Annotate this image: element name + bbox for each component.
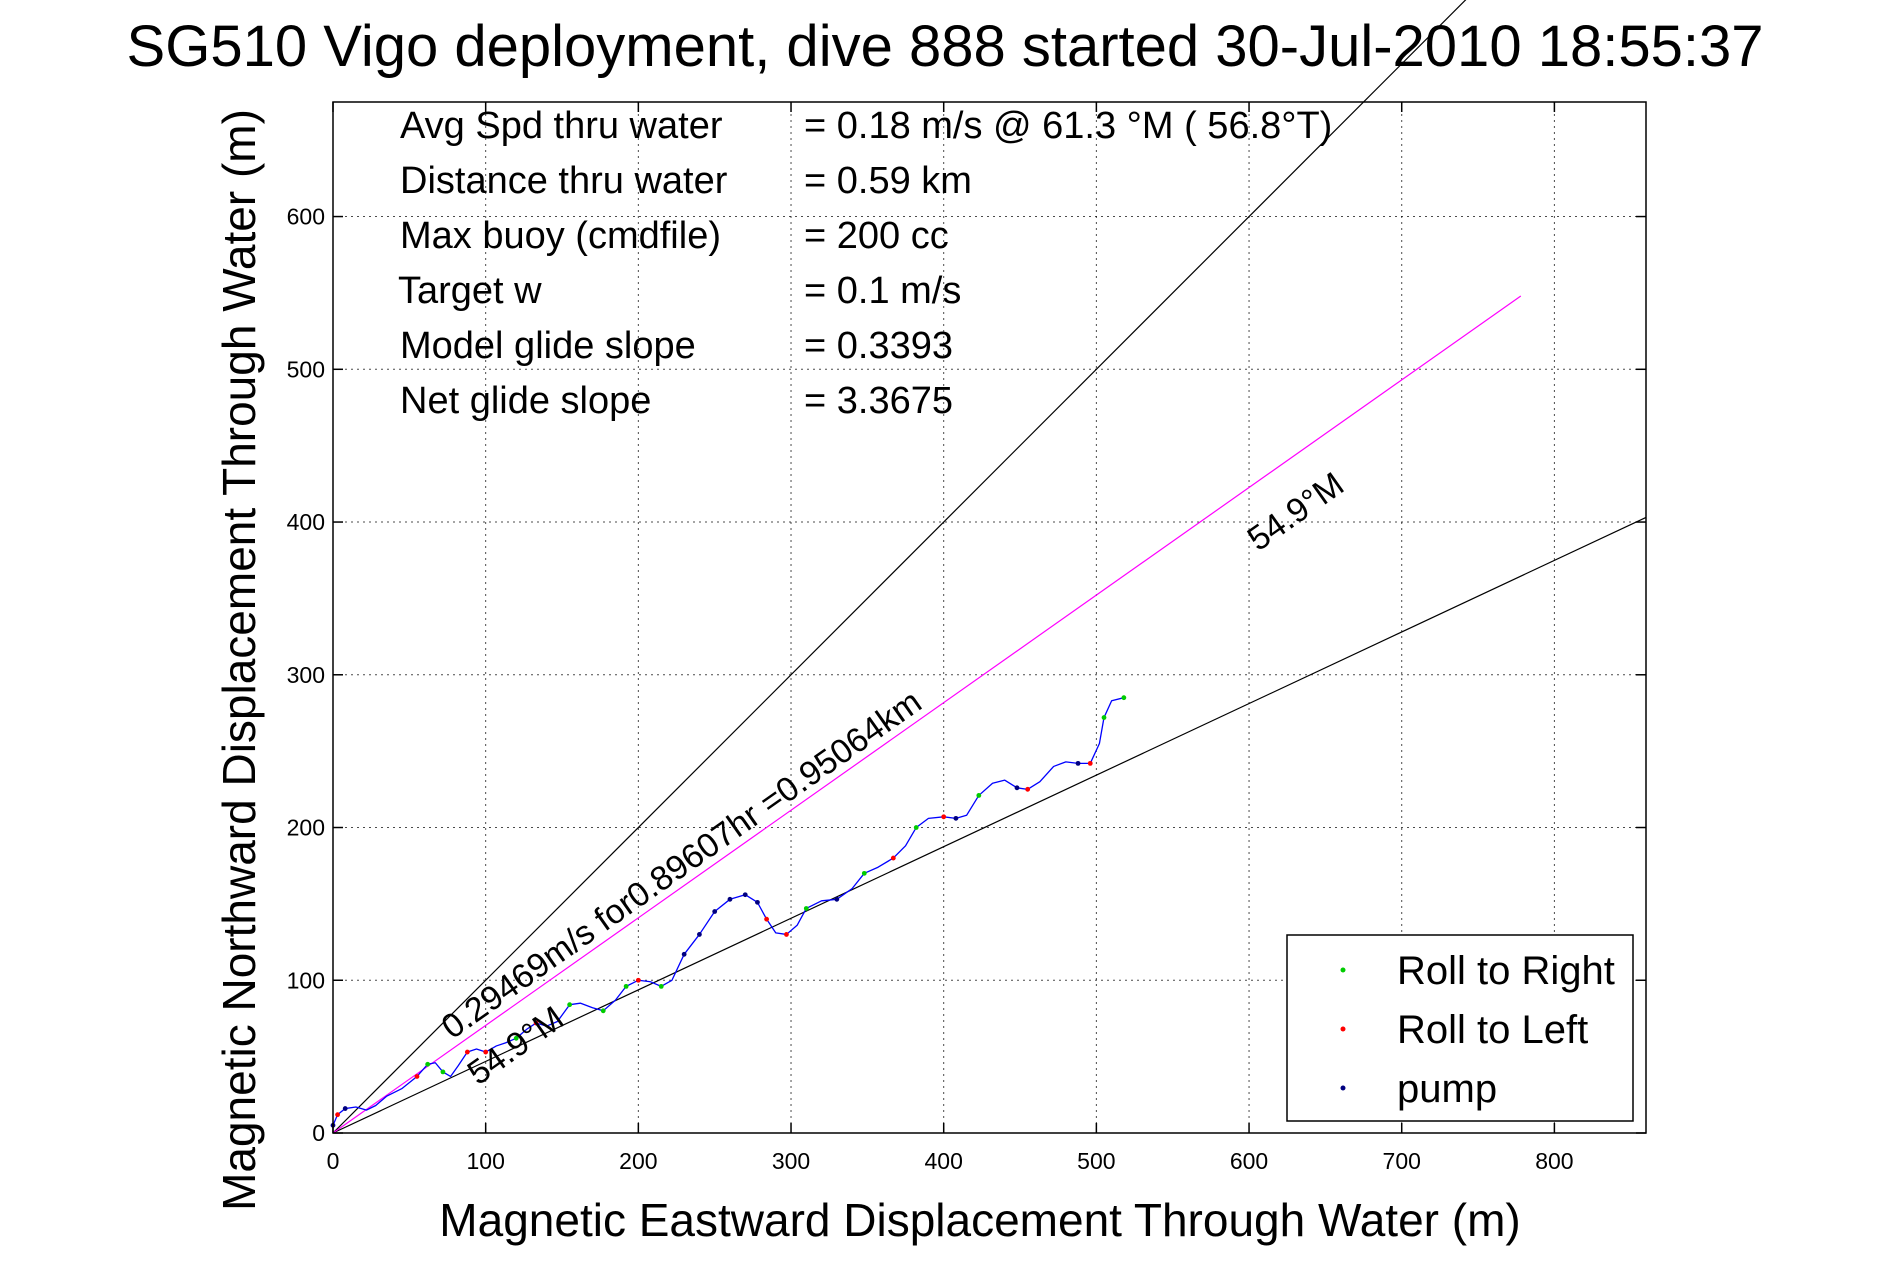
y-axis-label: Magnetic Northward Displacement Through … [213,109,265,1211]
y-tick-label: 0 [312,1120,325,1146]
y-tick-label: 200 [287,815,325,841]
roll-left-point [483,1049,489,1055]
x-tick-label: 400 [925,1148,963,1174]
roll-right-point [861,870,867,876]
roll-left-point [414,1074,420,1079]
roll-left-point [635,977,641,983]
roll-left-point [1025,786,1031,792]
pump-point [727,896,733,902]
y-tick-label: 400 [287,509,325,535]
stat-value: = 0.59 km [804,160,972,202]
roll-right-point [658,983,664,989]
stat-value: = 0.18 m/s @ 61.3 °M ( 56.8°T) [804,105,1332,147]
x-tick-label: 0 [327,1148,340,1174]
pump-point [697,932,702,937]
stat-label: Target w [398,270,542,312]
roll-right-point [440,1069,446,1075]
roll-right-point [600,1008,606,1014]
pump-point [1014,785,1020,791]
roll-left-point [784,932,789,937]
reference-line-lower-bound [332,516,1647,1134]
stat-label: Avg Spd thru water [400,105,723,147]
stat-value: = 200 cc [804,215,949,257]
stat-value: = 0.1 m/s [804,270,961,312]
roll-left-point [464,1049,470,1055]
pump-point [1075,760,1081,766]
y-tick-label: 300 [287,662,325,688]
reference-lines [332,0,1647,1134]
glider-track-line [332,697,1125,1126]
roll-left-point [764,916,769,922]
roll-right-point [803,906,809,911]
y-axis-ticks: 0 100 200 300 400 500 600 [287,204,1646,1146]
legend-marker-pump [1340,1085,1346,1091]
roll-left-point [941,814,947,820]
legend-label: Roll to Right [1397,949,1615,993]
roll-right-point [425,1061,431,1067]
stat-label: Distance thru water [400,160,728,202]
legend-marker-roll-right [1340,967,1346,973]
roll-left-point [335,1112,340,1118]
track-layer [332,697,1125,1126]
pump-point [755,899,760,905]
x-axis-ticks: 0 100 200 300 400 500 600 700 800 [327,102,1574,1174]
chart-title: SG510 Vigo deployment, dive 888 started … [127,14,1764,79]
x-tick-label: 100 [466,1148,504,1174]
pump-point [712,909,718,914]
pump-point [742,892,748,898]
roll-right-point [913,825,919,830]
plot-frame [332,101,1647,1134]
roll-markers [330,695,1127,1128]
roll-left-point [890,855,896,861]
pump-point [681,951,687,957]
roll-right-point [976,793,982,798]
y-tick-label: 500 [287,356,325,382]
pump-point [953,815,959,821]
x-tick-label: 800 [1535,1148,1573,1174]
y-tick-label: 100 [287,967,325,993]
legend-label: Roll to Left [1397,1008,1588,1052]
pump-point [342,1106,348,1111]
x-axis-label: Magnetic Eastward Displacement Through W… [439,1194,1520,1246]
roll-left-point [533,1020,539,1026]
x-tick-label: 200 [619,1148,657,1174]
legend-label: pump [1397,1067,1497,1111]
roll-right-point [623,983,629,989]
stat-value: = 3.3675 [804,380,953,422]
stat-value: = 0.3393 [804,325,953,367]
x-tick-label: 700 [1383,1148,1421,1174]
stat-label: Net glide slope [400,380,651,422]
y-tick-label: 600 [287,204,325,230]
roll-right-point [567,1002,573,1008]
reference-line-current [332,295,1522,1134]
roll-left-point [1087,760,1093,766]
stat-label: Model glide slope [400,325,696,367]
roll-right-point [513,1035,519,1041]
x-tick-label: 300 [772,1148,810,1174]
pump-point [834,896,840,902]
x-tick-label: 600 [1230,1148,1268,1174]
x-tick-label: 500 [1077,1148,1115,1174]
roll-right-point [1101,715,1107,720]
current-annotation: 0.29469m/s for0.89607hr =0.95064km [435,683,929,1047]
stat-label: Max buoy (cmdfile) [400,215,721,257]
heading-label-upper: 54.9°M [1241,465,1351,558]
reference-line-upper-bound [332,0,1467,1134]
legend: Roll to Right Roll to Left pump [1286,934,1634,1122]
legend-marker-roll-left [1340,1026,1346,1032]
roll-right-point [1121,695,1127,701]
stats-panel: Avg Spd thru water = 0.18 m/s @ 61.3 °M … [398,105,1332,422]
